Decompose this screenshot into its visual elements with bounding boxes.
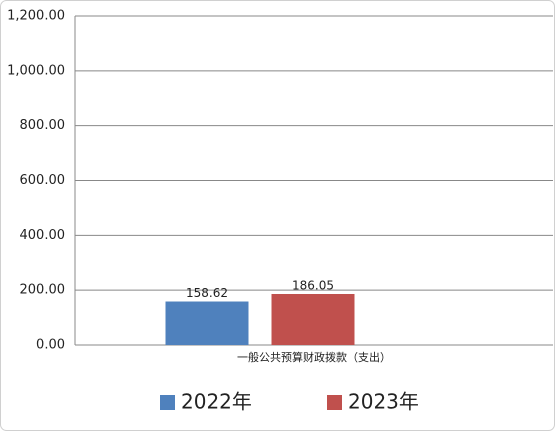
legend-swatch — [160, 395, 175, 410]
x-tick-label: 一般公共预算财政拨款（支出） — [237, 350, 391, 364]
bar — [165, 301, 249, 345]
y-tick-label: 200.00 — [20, 283, 66, 298]
y-tick-label: 1,000.00 — [7, 63, 65, 78]
y-tick-label: 1,200.00 — [7, 9, 65, 24]
bar — [271, 293, 355, 345]
y-tick-label: 0.00 — [36, 338, 65, 353]
data-label: 186.05 — [292, 278, 334, 292]
legend-swatch — [327, 395, 342, 410]
legend-label: 2022年 — [181, 390, 252, 414]
y-tick-label: 600.00 — [20, 173, 66, 188]
legend-label: 2023年 — [348, 390, 419, 414]
data-label: 158.62 — [186, 286, 228, 300]
y-tick-label: 800.00 — [20, 118, 66, 133]
y-tick-label: 400.00 — [20, 228, 66, 243]
